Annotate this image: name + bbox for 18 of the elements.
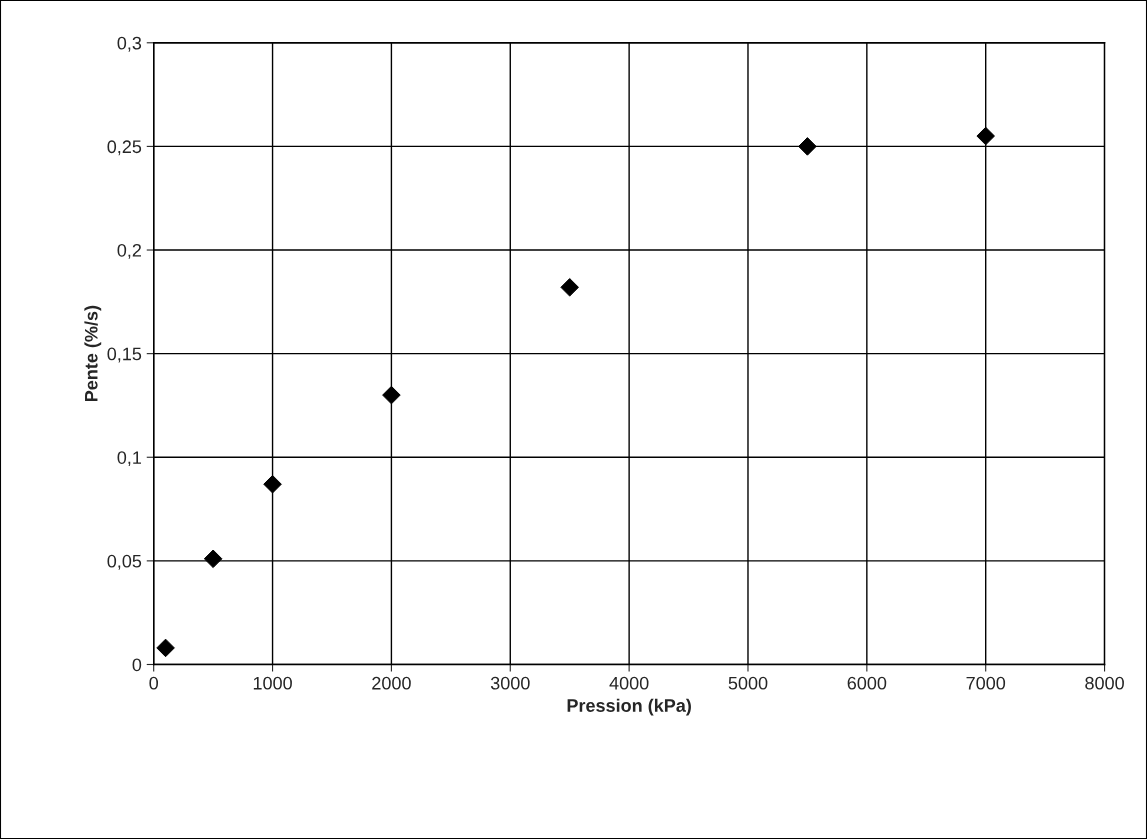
x-tick-label: 4000 <box>609 676 649 690</box>
y-tick-label: 0 <box>132 658 142 672</box>
x-tick-label: 8000 <box>1085 676 1124 690</box>
x-tick-label: 0 <box>149 676 159 690</box>
x-tick-label: 3000 <box>490 676 530 690</box>
x-tick-label: 1000 <box>253 676 292 690</box>
y-tick-label: 0,05 <box>107 554 142 570</box>
x-tick-label: 6000 <box>847 676 887 690</box>
y-tick-label: 0,1 <box>117 451 142 467</box>
x-tick-label: 2000 <box>372 676 411 690</box>
x-tick-label: 5000 <box>728 676 768 690</box>
y-tick-label: 0,25 <box>107 140 142 156</box>
y-axis-title: Pente (%/s) <box>84 305 102 402</box>
y-tick-label: 0,15 <box>107 347 142 363</box>
y-tick-label: 0,3 <box>117 36 142 52</box>
x-tick-label: 7000 <box>966 676 1006 690</box>
y-tick-label: 0,2 <box>117 243 141 259</box>
x-axis-title: Pression (kPa) <box>567 698 691 716</box>
